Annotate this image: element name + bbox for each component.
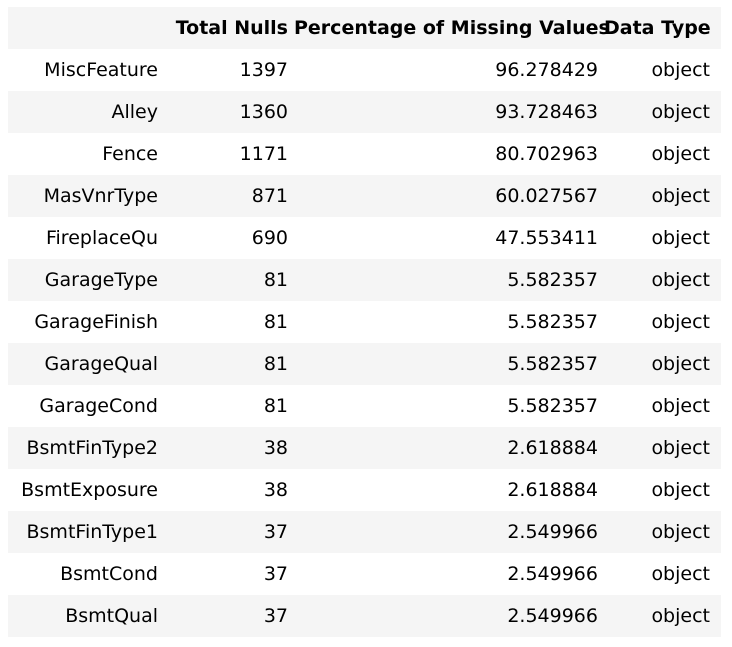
cell-percentage: 2.549966: [507, 563, 598, 585]
table-row: MiscFeature 1397 96.278429 object: [8, 49, 721, 91]
cell-total-nulls: 38: [263, 437, 288, 459]
cell-percentage: 93.728463: [495, 101, 598, 123]
row-index-label: GarageType: [44, 269, 158, 291]
cell-total-nulls: 37: [263, 521, 288, 543]
cell-total-nulls: 81: [263, 269, 288, 291]
cell-total-nulls: 81: [263, 395, 288, 417]
table-row: BsmtQual 37 2.549966 object: [8, 595, 721, 637]
cell-data-type: object: [651, 437, 710, 459]
cell-total-nulls: 38: [263, 479, 288, 501]
cell-total-nulls: 81: [263, 311, 288, 333]
cell-percentage: 96.278429: [495, 59, 598, 81]
row-index-label: FireplaceQu: [45, 227, 158, 249]
cell-percentage: 60.027567: [495, 185, 598, 207]
cell-data-type: object: [651, 59, 710, 81]
header-total-nulls: Total Nulls: [175, 17, 288, 39]
row-index-label: MiscFeature: [44, 59, 158, 81]
cell-percentage: 2.549966: [507, 521, 598, 543]
row-index-label: BsmtQual: [65, 605, 158, 627]
missing-values-table-container: Total Nulls Percentage of Missing Values…: [8, 7, 721, 637]
cell-data-type: object: [651, 311, 710, 333]
header-percentage: Percentage of Missing Values: [294, 17, 610, 39]
cell-data-type: object: [651, 605, 710, 627]
cell-data-type: object: [651, 521, 710, 543]
table-body: MiscFeature 1397 96.278429 object Alley 1360 9…: [8, 49, 721, 637]
row-index-label: BsmtFinType1: [26, 521, 159, 543]
table-row: FireplaceQu 690 47.553411 object: [8, 217, 721, 259]
table-row: Fence 1171 80.702963 object: [8, 133, 721, 175]
row-index-label: MasVnrType: [43, 185, 158, 207]
cell-total-nulls: 1360: [239, 101, 288, 123]
cell-total-nulls: 1397: [239, 59, 288, 81]
cell-data-type: object: [651, 269, 710, 291]
row-index-label: GarageQual: [44, 353, 159, 375]
table-row: BsmtCond 37 2.549966 object: [8, 553, 721, 595]
row-index-label: GarageFinish: [34, 311, 158, 333]
row-index-label: Fence: [102, 143, 158, 165]
row-index-label: BsmtExposure: [21, 479, 158, 501]
missing-values-table: Total Nulls Percentage of Missing Values…: [8, 7, 721, 637]
cell-percentage: 80.702963: [495, 143, 598, 165]
row-index-label: BsmtFinType2: [26, 437, 159, 459]
header-data-type: Data Type: [604, 17, 711, 39]
cell-data-type: object: [651, 353, 710, 375]
row-index-label: BsmtCond: [60, 563, 158, 585]
cell-total-nulls: 37: [263, 605, 288, 627]
cell-percentage: 2.618884: [507, 479, 598, 501]
table-row: GarageType 81 5.582357 object: [8, 259, 721, 301]
cell-data-type: object: [651, 101, 710, 123]
cell-total-nulls: 690: [251, 227, 288, 249]
cell-data-type: object: [651, 479, 710, 501]
cell-percentage: 5.582357: [507, 311, 598, 333]
cell-percentage: 2.618884: [507, 437, 598, 459]
table-row: MasVnrType 871 60.027567 object: [8, 175, 721, 217]
cell-total-nulls: 1171: [239, 143, 288, 165]
cell-percentage: 5.582357: [507, 353, 598, 375]
table-row: GarageFinish 81 5.582357 object: [8, 301, 721, 343]
cell-total-nulls: 37: [263, 563, 288, 585]
table-row: BsmtExposure 38 2.618884 object: [8, 469, 721, 511]
cell-percentage: 5.582357: [507, 395, 598, 417]
row-index-label: Alley: [111, 101, 159, 123]
cell-data-type: object: [651, 185, 710, 207]
table-row: Alley 1360 93.728463 object: [8, 91, 721, 133]
cell-percentage: 5.582357: [507, 269, 598, 291]
table-row: GarageQual 81 5.582357 object: [8, 343, 721, 385]
cell-data-type: object: [651, 227, 710, 249]
cell-percentage: 47.553411: [495, 227, 598, 249]
table-row: GarageCond 81 5.582357 object: [8, 385, 721, 427]
header-index: [8, 7, 158, 49]
cell-data-type: object: [651, 143, 710, 165]
table-header: Total Nulls Percentage of Missing Values…: [8, 7, 721, 49]
row-index-label: GarageCond: [39, 395, 158, 417]
cell-data-type: object: [651, 395, 710, 417]
cell-total-nulls: 81: [263, 353, 288, 375]
cell-total-nulls: 871: [251, 185, 288, 207]
table-row: BsmtFinType2 38 2.618884 object: [8, 427, 721, 469]
table-row: BsmtFinType1 37 2.549966 object: [8, 511, 721, 553]
header-row: Total Nulls Percentage of Missing Values…: [8, 7, 721, 49]
cell-data-type: object: [651, 563, 710, 585]
cell-percentage: 2.549966: [507, 605, 598, 627]
